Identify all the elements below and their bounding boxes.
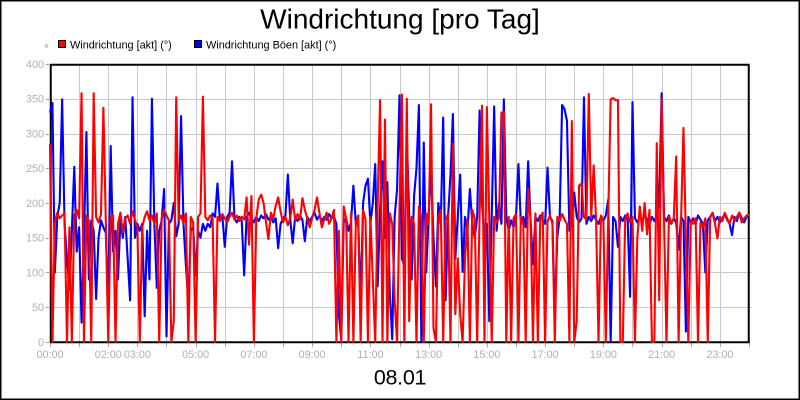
svg-text:08.01: 08.01 [374, 366, 426, 390]
svg-text:07:00: 07:00 [240, 349, 267, 361]
svg-text:400: 400 [26, 59, 44, 71]
svg-text:03:00: 03:00 [124, 349, 151, 361]
svg-text:Windrichtung [pro Tag]: Windrichtung [pro Tag] [260, 4, 540, 35]
svg-text:19:00: 19:00 [590, 349, 617, 361]
svg-text:50: 50 [32, 302, 44, 314]
svg-text:300: 300 [26, 128, 44, 140]
svg-text:05:00: 05:00 [182, 349, 209, 361]
svg-text:15:00: 15:00 [473, 349, 500, 361]
svg-text:200: 200 [26, 198, 44, 210]
svg-text:250: 250 [26, 163, 44, 175]
svg-text:13:00: 13:00 [415, 349, 442, 361]
svg-text:23:00: 23:00 [706, 349, 733, 361]
svg-text:00:00: 00:00 [36, 349, 63, 361]
svg-text:100: 100 [26, 267, 44, 279]
svg-text:02:00: 02:00 [95, 349, 122, 361]
svg-text:150: 150 [26, 233, 44, 245]
svg-text:17:00: 17:00 [532, 349, 559, 361]
svg-text:0: 0 [38, 337, 44, 349]
svg-text:Windrichtung [akt] (°): Windrichtung [akt] (°) [70, 40, 172, 52]
svg-text:09:00: 09:00 [299, 349, 326, 361]
svg-text:Windrichtung Böen [akt] (°): Windrichtung Böen [akt] (°) [206, 40, 336, 52]
svg-text:11:00: 11:00 [357, 349, 383, 361]
svg-text:350: 350 [26, 94, 44, 106]
svg-text:21:00: 21:00 [648, 349, 675, 361]
